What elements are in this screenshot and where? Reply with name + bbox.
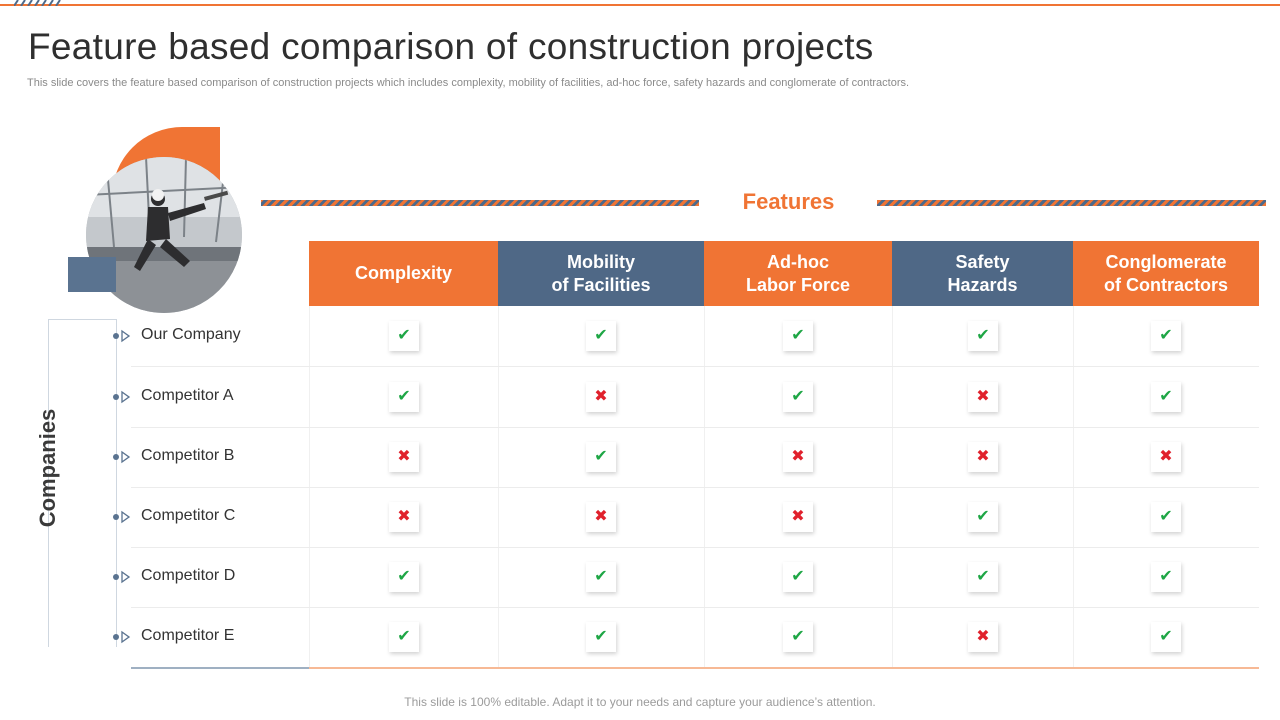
company-label: Our Company (141, 326, 241, 343)
check-icon: ✔ (1151, 502, 1181, 532)
header-mobility: Mobility of Facilities (498, 241, 704, 306)
table-bottom-border-blue (131, 667, 309, 669)
cross-icon: ✖ (968, 382, 998, 412)
check-icon: ✔ (968, 502, 998, 532)
row-marker-icon (111, 510, 133, 524)
cross-icon: ✖ (783, 442, 813, 472)
page-subtitle: This slide covers the feature based comp… (27, 77, 910, 89)
check-icon: ✔ (1151, 382, 1181, 412)
check-icon: ✔ (586, 442, 616, 472)
table-bottom-border-orange (309, 667, 1259, 669)
check-icon: ✔ (968, 562, 998, 592)
cross-icon: ✖ (783, 502, 813, 532)
company-label: Competitor B (141, 447, 235, 464)
cross-icon: ✖ (389, 502, 419, 532)
check-icon: ✔ (389, 562, 419, 592)
check-icon: ✔ (1151, 562, 1181, 592)
check-icon: ✔ (1151, 321, 1181, 351)
check-icon: ✔ (1151, 622, 1181, 652)
hatch-decoration (14, 0, 61, 6)
blue-accent-square (68, 257, 116, 292)
row-divider (131, 366, 1259, 367)
row-divider (131, 607, 1259, 608)
companies-heading: Companies (35, 408, 60, 528)
row-divider (131, 427, 1259, 428)
page-title: Feature based comparison of construction… (28, 26, 874, 67)
cross-icon: ✖ (968, 442, 998, 472)
header-conglomerate: Conglomerate of Contractors (1073, 241, 1259, 306)
row-marker-icon (111, 329, 133, 343)
company-label: Competitor E (141, 627, 235, 644)
header-safety: Safety Hazards (892, 241, 1073, 306)
cross-icon: ✖ (1151, 442, 1181, 472)
check-icon: ✔ (783, 382, 813, 412)
row-marker-icon (111, 570, 133, 584)
worker-photo-group (68, 127, 248, 317)
cross-icon: ✖ (389, 442, 419, 472)
features-divider-right (877, 200, 1266, 206)
check-icon: ✔ (783, 622, 813, 652)
check-icon: ✔ (586, 622, 616, 652)
cross-icon: ✖ (968, 622, 998, 652)
check-icon: ✔ (586, 321, 616, 351)
row-divider (131, 547, 1259, 548)
header-adhoc: Ad-hoc Labor Force (704, 241, 892, 306)
header-complexity: Complexity (309, 241, 498, 306)
check-icon: ✔ (586, 562, 616, 592)
features-divider-left (261, 200, 699, 206)
company-label: Competitor C (141, 507, 236, 524)
cross-icon: ✖ (586, 382, 616, 412)
top-accent-line (0, 4, 1280, 6)
check-icon: ✔ (389, 321, 419, 351)
check-icon: ✔ (968, 321, 998, 351)
cross-icon: ✖ (586, 502, 616, 532)
features-heading: Features (742, 189, 835, 214)
check-icon: ✔ (783, 562, 813, 592)
row-marker-icon (111, 390, 133, 404)
company-label: Competitor A (141, 387, 234, 404)
companies-bracket (48, 319, 117, 647)
company-label: Competitor D (141, 567, 236, 584)
row-marker-icon (111, 450, 133, 464)
footer-note: This slide is 100% editable. Adapt it to… (404, 695, 876, 709)
check-icon: ✔ (389, 382, 419, 412)
check-icon: ✔ (389, 622, 419, 652)
row-divider (131, 487, 1259, 488)
check-icon: ✔ (783, 321, 813, 351)
row-marker-icon (111, 630, 133, 644)
